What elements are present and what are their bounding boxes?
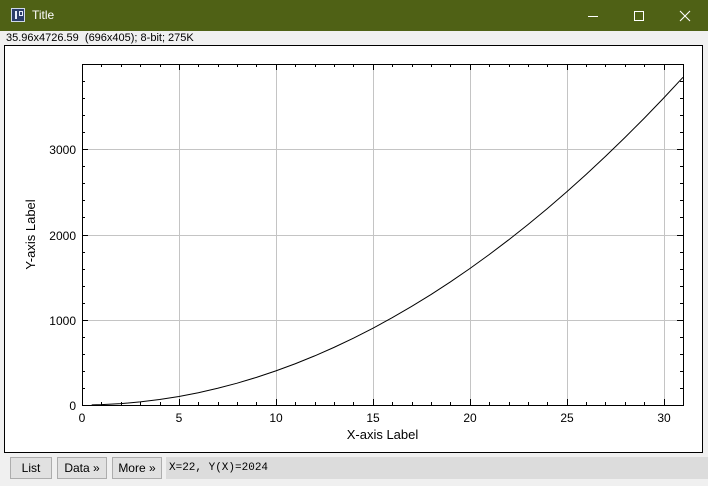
grid xyxy=(82,64,683,405)
close-button[interactable] xyxy=(662,0,708,31)
ticks xyxy=(82,64,684,406)
imagej-icon xyxy=(11,8,25,22)
image-info-status: 35.96x4726.59 (696x405); 8-bit; 275K xyxy=(6,32,194,44)
x-tick-labels: 0 5 10 15 20 25 30 xyxy=(79,411,671,425)
y-tick-label: 2000 xyxy=(49,229,76,243)
title-bar[interactable]: Title xyxy=(0,0,708,31)
x-tick-label: 20 xyxy=(463,411,477,425)
y-tick-label: 0 xyxy=(69,399,76,413)
close-icon xyxy=(679,10,691,21)
x-tick-label: 30 xyxy=(657,411,671,425)
maximize-icon xyxy=(634,10,644,21)
window-title: Title xyxy=(32,8,55,22)
list-button[interactable]: List xyxy=(10,457,52,479)
x-tick-label: 10 xyxy=(269,411,283,425)
y-tick-labels: 0 1000 2000 3000 xyxy=(49,143,76,413)
x-tick-label: 25 xyxy=(560,411,574,425)
x-tick-label: 0 xyxy=(79,411,86,425)
cursor-readout: X=22, Y(X)=2024 xyxy=(166,457,708,479)
minimize-button[interactable] xyxy=(570,0,616,31)
x-axis-label: X-axis Label xyxy=(347,427,419,442)
y-axis-label: Y-axis Label xyxy=(23,199,38,269)
y-tick-label: 1000 xyxy=(49,314,76,328)
y-tick-label: 3000 xyxy=(49,143,76,157)
more-menu-button[interactable]: More » xyxy=(112,457,162,479)
plot-canvas[interactable]: 0 5 10 15 20 25 30 0 1000 2000 3000 X-axis Label … xyxy=(4,45,703,453)
series-line xyxy=(91,76,684,406)
minimize-icon xyxy=(588,15,598,17)
plot-toolbar: List Data » More » X=22, Y(X)=2024 xyxy=(4,455,708,486)
data-menu-button[interactable]: Data » xyxy=(57,457,107,479)
maximize-button[interactable] xyxy=(616,0,662,31)
x-tick-label: 5 xyxy=(176,411,183,425)
x-tick-label: 15 xyxy=(366,411,380,425)
